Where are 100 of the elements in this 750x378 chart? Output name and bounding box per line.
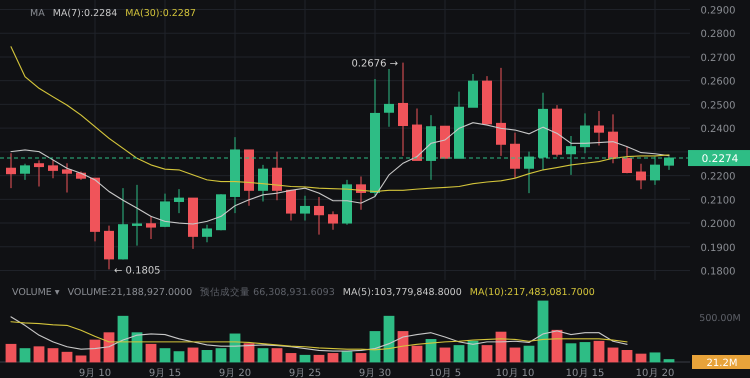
- y-tick-label: 0.1800: [700, 266, 736, 278]
- text: MA(10):217,483,081.7000: [470, 287, 595, 298]
- bar: [118, 316, 128, 362]
- text: 0.2274: [702, 153, 739, 166]
- candlestick: [594, 110, 604, 146]
- candlestick: [580, 112, 590, 154]
- y-tick-label: 0.2500: [700, 100, 736, 112]
- candlestick: [62, 162, 72, 193]
- candlestick: [636, 163, 646, 190]
- candlestick: [398, 62, 408, 156]
- candlestick: [622, 146, 632, 174]
- annotation: ← 0.1805: [114, 265, 161, 276]
- bar: [104, 332, 114, 362]
- text: MA(30):0.2287: [125, 8, 196, 19]
- bar: [202, 350, 212, 362]
- bar: [622, 350, 632, 362]
- candlestick: [286, 190, 296, 221]
- bar: [132, 332, 142, 362]
- x-tick-label: 9月 25: [288, 368, 322, 378]
- y-tick-label: 0.2700: [700, 52, 736, 64]
- bar: [594, 340, 604, 362]
- x-tick-label: 10月 15: [566, 368, 604, 378]
- y-tick-label: 0.2400: [700, 124, 736, 136]
- x-tick-label: 10月 5: [428, 368, 462, 378]
- bar: [342, 351, 352, 362]
- text: 500.00M: [699, 313, 741, 324]
- candlestick: [496, 67, 506, 156]
- bar: [538, 300, 548, 362]
- bar: [286, 353, 296, 362]
- x-tick-label: 10月 10: [496, 368, 534, 378]
- text: 21.2M: [706, 358, 738, 369]
- y-tick-label: 0.2200: [700, 172, 736, 183]
- bar: [174, 351, 184, 362]
- candlestick: [510, 132, 520, 179]
- bar: [20, 348, 30, 362]
- bar: [314, 354, 324, 362]
- annotation: 0.2676 →: [351, 58, 398, 70]
- candlestick: [34, 160, 44, 188]
- candlestick: [314, 196, 324, 236]
- bar: [664, 359, 674, 362]
- candlestick: [300, 195, 310, 221]
- y-tick-label: 0.2100: [700, 195, 736, 206]
- bar: [62, 352, 72, 362]
- annotation: MA: [30, 8, 46, 19]
- candlestick: [328, 210, 338, 230]
- bar: [412, 346, 422, 362]
- bar: [34, 346, 44, 362]
- bar: [230, 334, 240, 362]
- x-tick-label: 9月 30: [358, 368, 392, 378]
- bar: [272, 348, 282, 362]
- line-series: [10, 46, 670, 192]
- bar: [300, 354, 310, 362]
- bar: [566, 343, 576, 362]
- bar: [496, 332, 506, 362]
- candlestick: [6, 152, 16, 189]
- bar: [244, 343, 254, 362]
- bar: [48, 348, 58, 362]
- x-tick-label: 9月 20: [218, 368, 252, 378]
- bar: [398, 331, 408, 362]
- bar: [6, 344, 16, 362]
- bar: [440, 348, 450, 362]
- text: MA(5):103,779,848.8000: [342, 287, 462, 298]
- bar: [90, 340, 100, 362]
- bar: [510, 348, 520, 362]
- bar: [524, 346, 534, 362]
- text: VOLUME ▾: [12, 287, 60, 298]
- candlestick: [48, 159, 58, 179]
- candlestick: [384, 68, 394, 128]
- line-series: [10, 122, 670, 225]
- candlestick: [174, 188, 184, 214]
- text: VOLUME:21,188,927.0000: [68, 287, 192, 298]
- y-tick-label: 0.1900: [700, 242, 736, 254]
- text: MA(7):0.2284: [52, 8, 118, 19]
- y-tick-label: 0.2900: [700, 5, 736, 16]
- bar: [454, 345, 464, 362]
- bar: [650, 352, 660, 362]
- bar: [146, 344, 156, 362]
- candlestick: [20, 163, 30, 180]
- text: 预估成交量 66,308,931.6093: [200, 286, 335, 298]
- bar: [356, 353, 366, 362]
- x-tick-label: 9月 15: [148, 368, 182, 378]
- bar: [216, 348, 226, 362]
- bar: [636, 354, 646, 362]
- bar: [76, 356, 86, 362]
- bar: [468, 340, 478, 362]
- x-tick-label: 10月 20: [636, 368, 674, 378]
- bar: [580, 342, 590, 362]
- y-tick-label: 0.2000: [700, 219, 736, 230]
- y-tick-label: 0.2800: [700, 29, 736, 40]
- bar: [552, 330, 562, 362]
- x-tick-label: 9月 10: [78, 368, 112, 378]
- bar: [258, 348, 268, 362]
- candlestick: [132, 184, 142, 246]
- bar: [160, 348, 170, 362]
- bar: [328, 353, 338, 362]
- bar: [384, 316, 394, 362]
- bar: [482, 345, 492, 362]
- bar: [426, 339, 436, 362]
- y-tick-label: 0.2600: [700, 76, 736, 88]
- candlestick: [258, 164, 268, 202]
